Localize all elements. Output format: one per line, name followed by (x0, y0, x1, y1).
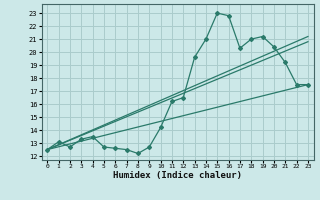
X-axis label: Humidex (Indice chaleur): Humidex (Indice chaleur) (113, 171, 242, 180)
